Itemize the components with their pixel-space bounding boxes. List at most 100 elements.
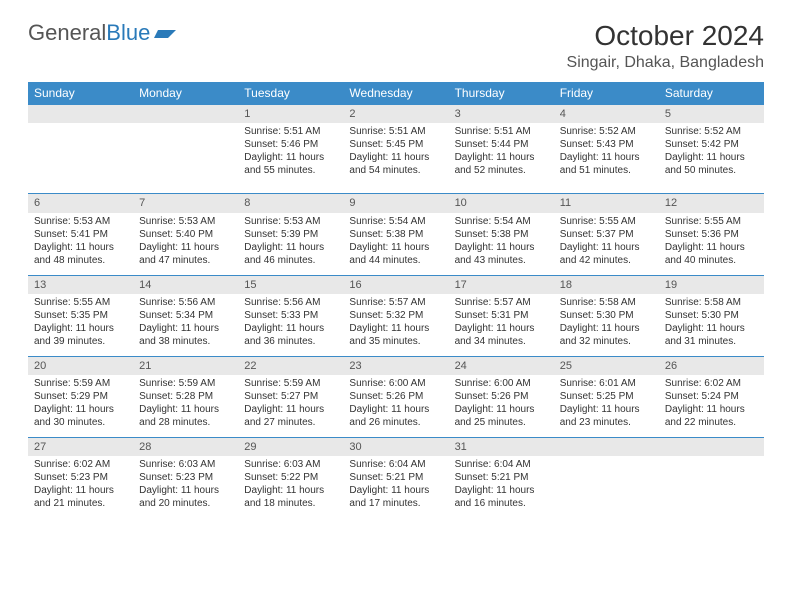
daylight-line: Daylight: 11 hours and 50 minutes. [665, 152, 745, 176]
day-number: 8 [238, 194, 343, 212]
day-content: Sunrise: 5:55 AM Sunset: 5:36 PM Daylight:… [659, 213, 764, 275]
day-number: 4 [554, 105, 659, 123]
day-number: 29 [238, 438, 343, 456]
calendar-day-cell: 19Sunrise: 5:58 AMSunset: 5:30 PMDayligh… [659, 275, 764, 356]
day-number: 13 [28, 276, 133, 294]
sunrise-line: Sunrise: 5:54 AM [455, 216, 531, 227]
sunset-line: Sunset: 5:26 PM [455, 391, 529, 402]
sunrise-line: Sunrise: 6:01 AM [560, 378, 636, 389]
sunrise-line: Sunrise: 6:00 AM [349, 378, 425, 389]
sunset-line: Sunset: 5:21 PM [455, 472, 529, 483]
sunset-line: Sunset: 5:36 PM [665, 229, 739, 240]
sunset-line: Sunset: 5:35 PM [34, 310, 108, 321]
sunrise-line: Sunrise: 5:51 AM [244, 126, 320, 137]
sunrise-line: Sunrise: 5:53 AM [34, 216, 110, 227]
sunset-line: Sunset: 5:34 PM [139, 310, 213, 321]
day-content: Sunrise: 5:54 AMSunset: 5:38 PMDaylight:… [449, 213, 554, 275]
calendar-day-cell: 11Sunrise: 5:55 AMSunset: 5:37 PMDayligh… [554, 194, 659, 275]
logo: GeneralBlue [28, 20, 176, 46]
daylight-line: Daylight: 11 hours and 17 minutes. [349, 485, 429, 509]
daylight-line: Daylight: 11 hours and 52 minutes. [455, 152, 535, 176]
calendar-day-cell: 31Sunrise: 6:04 AMSunset: 5:21 PMDayligh… [449, 438, 554, 527]
daylight-line: Daylight: 11 hours and 26 minutes. [349, 404, 429, 428]
sunrise-line: Sunrise: 5:55 AM [665, 216, 741, 227]
day-number: 24 [449, 357, 554, 375]
day-number: 30 [343, 438, 448, 456]
daylight-line: Daylight: 11 hours and 32 minutes. [560, 323, 640, 347]
calendar-day-cell: 10Sunrise: 5:54 AMSunset: 5:38 PMDayligh… [449, 194, 554, 275]
sunrise-line: Sunrise: 5:55 AM [34, 297, 110, 308]
daylight-line: Daylight: 11 hours and 23 minutes. [560, 404, 640, 428]
calendar-day-cell: 30Sunrise: 6:04 AMSunset: 5:21 PMDayligh… [343, 438, 448, 527]
header: GeneralBlue October 2024 Singair, Dhaka,… [28, 20, 764, 72]
day-content: Sunrise: 5:51 AMSunset: 5:46 PMDaylight:… [238, 123, 343, 185]
sunrise-line: Sunrise: 5:52 AM [560, 126, 636, 137]
day-content: Sunrise: 5:59 AMSunset: 5:27 PMDaylight:… [238, 375, 343, 437]
sunset-line: Sunset: 5:45 PM [349, 139, 423, 150]
day-number: 7 [133, 194, 238, 212]
sunset-line: Sunset: 5:44 PM [455, 139, 529, 150]
calendar-day-cell: 28Sunrise: 6:03 AMSunset: 5:23 PMDayligh… [133, 438, 238, 527]
daylight-line: Daylight: 11 hours and 35 minutes. [349, 323, 429, 347]
sunset-line: Sunset: 5:32 PM [349, 310, 423, 321]
day-content: Sunrise: 6:03 AMSunset: 5:23 PMDaylight:… [133, 456, 238, 518]
day-content: Sunrise: 5:54 AMSunset: 5:38 PMDaylight:… [343, 213, 448, 275]
day-content: Sunrise: 5:58 AMSunset: 5:30 PMDaylight:… [659, 294, 764, 356]
daylight-line: Daylight: 11 hours and 46 minutes. [244, 242, 324, 266]
day-number: 5 [659, 105, 764, 123]
calendar-day-cell: 12Sunrise: 5:55 AMSunset: 5:36 PMDayligh… [659, 194, 764, 275]
day-content: Sunrise: 5:56 AMSunset: 5:34 PMDaylight:… [133, 294, 238, 356]
calendar-empty-cell [659, 438, 764, 527]
sunset-line: Sunset: 5:24 PM [665, 391, 739, 402]
sunrise-line: Sunrise: 5:57 AM [455, 297, 531, 308]
sunset-line: Sunset: 5:41 PM [34, 229, 108, 240]
day-number: 6 [28, 194, 133, 212]
calendar-day-cell: 16Sunrise: 5:57 AMSunset: 5:32 PMDayligh… [343, 275, 448, 356]
day-number: 28 [133, 438, 238, 456]
sunrise-line: Sunrise: 5:51 AM [349, 126, 425, 137]
daylight-line: Daylight: 11 hours and 44 minutes. [349, 242, 429, 266]
sunrise-line: Sunrise: 5:59 AM [34, 378, 110, 389]
sunrise-line: Sunrise: 5:58 AM [560, 297, 636, 308]
daylight-line: Daylight: 11 hours and 47 minutes. [139, 242, 219, 266]
calendar-day-cell: 3Sunrise: 5:51 AMSunset: 5:44 PMDaylight… [449, 105, 554, 194]
sunset-line: Sunset: 5:23 PM [139, 472, 213, 483]
day-number: 22 [238, 357, 343, 375]
day-content: Sunrise: 5:55 AMSunset: 5:37 PMDaylight:… [554, 213, 659, 275]
sunset-line: Sunset: 5:27 PM [244, 391, 318, 402]
daylight-line: Daylight: 11 hours and 25 minutes. [455, 404, 535, 428]
calendar-day-cell: 23Sunrise: 6:00 AMSunset: 5:26 PMDayligh… [343, 356, 448, 437]
sunset-line: Sunset: 5:43 PM [560, 139, 634, 150]
daylight-line: Daylight: 11 hours and 28 minutes. [139, 404, 219, 428]
day-content: Sunrise: 5:51 AMSunset: 5:45 PMDaylight:… [343, 123, 448, 185]
weekday-header: Monday [133, 82, 238, 105]
weekday-header: Saturday [659, 82, 764, 105]
sunset-line: Sunset: 5:22 PM [244, 472, 318, 483]
calendar-day-cell: 22Sunrise: 5:59 AMSunset: 5:27 PMDayligh… [238, 356, 343, 437]
logo-text-general: General [28, 20, 106, 46]
calendar-day-cell: 9Sunrise: 5:54 AMSunset: 5:38 PMDaylight… [343, 194, 448, 275]
day-content: Sunrise: 5:53 AMSunset: 5:39 PMDaylight:… [238, 213, 343, 275]
sunrise-line: Sunrise: 5:55 AM [560, 216, 636, 227]
sunset-line: Sunset: 5:38 PM [455, 229, 529, 240]
calendar-empty-cell [28, 105, 133, 194]
daylight-line: Daylight: 11 hours and 55 minutes. [244, 152, 324, 176]
calendar-day-cell: 2Sunrise: 5:51 AMSunset: 5:45 PMDaylight… [343, 105, 448, 194]
day-content: Sunrise: 6:01 AMSunset: 5:25 PMDaylight:… [554, 375, 659, 437]
sunrise-line: Sunrise: 5:53 AM [244, 216, 320, 227]
daylight-line: Daylight: 11 hours and 22 minutes. [665, 404, 745, 428]
day-content: Sunrise: 5:56 AMSunset: 5:33 PMDaylight:… [238, 294, 343, 356]
day-content: Sunrise: 5:57 AMSunset: 5:31 PMDaylight:… [449, 294, 554, 356]
day-content: Sunrise: 5:52 AMSunset: 5:43 PMDaylight:… [554, 123, 659, 185]
daylight-line: Daylight: 11 hours and 18 minutes. [244, 485, 324, 509]
sunset-line: Sunset: 5:26 PM [349, 391, 423, 402]
daylight-line: Daylight: 11 hours and 40 minutes. [665, 242, 745, 266]
calendar-day-cell: 13Sunrise: 5:55 AMSunset: 5:35 PMDayligh… [28, 275, 133, 356]
sunrise-line: Sunrise: 5:51 AM [455, 126, 531, 137]
day-number: 18 [554, 276, 659, 294]
day-content: Sunrise: 5:57 AMSunset: 5:32 PMDaylight:… [343, 294, 448, 356]
day-number: 9 [343, 194, 448, 212]
sunset-line: Sunset: 5:30 PM [560, 310, 634, 321]
day-number: 1 [238, 105, 343, 123]
sunrise-line: Sunrise: 5:54 AM [349, 216, 425, 227]
